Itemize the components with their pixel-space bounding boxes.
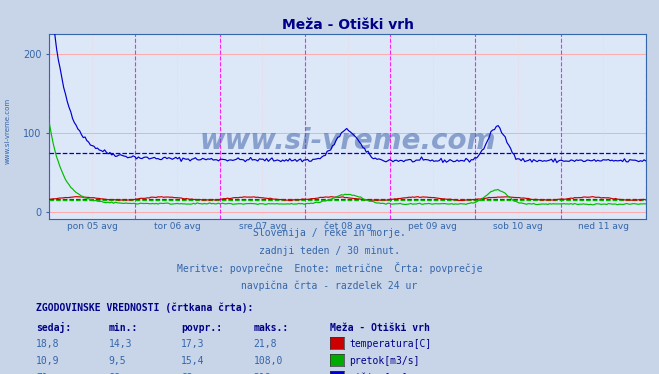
Text: 82: 82: [181, 373, 193, 374]
Text: 18,8: 18,8: [36, 340, 60, 349]
Text: Slovenija / reke in morje.: Slovenija / reke in morje.: [253, 228, 406, 237]
Text: 66: 66: [109, 373, 121, 374]
Text: sedaj:: sedaj:: [36, 322, 71, 332]
Text: Meža - Otiški vrh: Meža - Otiški vrh: [330, 323, 430, 332]
Text: min.:: min.:: [109, 323, 138, 332]
Text: 14,3: 14,3: [109, 340, 132, 349]
Text: 218: 218: [254, 373, 272, 374]
Text: 108,0: 108,0: [254, 356, 283, 366]
Text: ZGODOVINSKE VREDNOSTI (črtkana črta):: ZGODOVINSKE VREDNOSTI (črtkana črta):: [36, 303, 254, 313]
Text: temperatura[C]: temperatura[C]: [349, 340, 432, 349]
Text: 9,5: 9,5: [109, 356, 127, 366]
Text: 21,8: 21,8: [254, 340, 277, 349]
Text: Meritve: povprečne  Enote: metrične  Črta: povprečje: Meritve: povprečne Enote: metrične Črta:…: [177, 261, 482, 273]
Text: navpična črta - razdelek 24 ur: navpična črta - razdelek 24 ur: [241, 281, 418, 291]
Text: maks.:: maks.:: [254, 323, 289, 332]
Text: višina[cm]: višina[cm]: [349, 373, 408, 374]
Text: 10,9: 10,9: [36, 356, 60, 366]
Text: zadnji teden / 30 minut.: zadnji teden / 30 minut.: [259, 246, 400, 255]
Text: pretok[m3/s]: pretok[m3/s]: [349, 356, 420, 366]
Text: www.si-vreme.com: www.si-vreme.com: [5, 98, 11, 164]
Title: Meža - Otiški vrh: Meža - Otiški vrh: [281, 18, 414, 33]
Text: 15,4: 15,4: [181, 356, 205, 366]
Text: povpr.:: povpr.:: [181, 323, 222, 332]
Text: 17,3: 17,3: [181, 340, 205, 349]
Text: www.si-vreme.com: www.si-vreme.com: [200, 127, 496, 155]
Text: 71: 71: [36, 373, 48, 374]
